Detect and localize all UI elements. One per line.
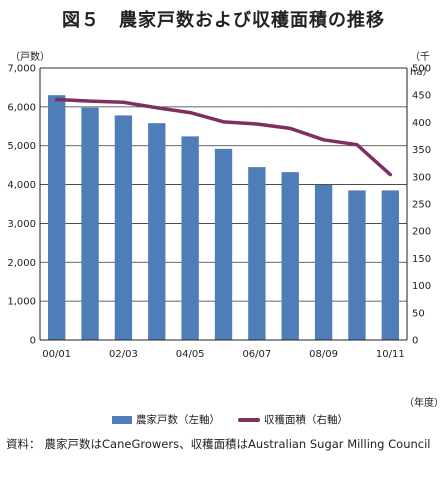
bar-00/01 [48, 95, 66, 340]
y-right-tick-label: 200 [412, 227, 431, 238]
right-axis-unit: （千ha） [410, 52, 433, 78]
x-tick-label: 10/11 [376, 349, 405, 360]
legend-swatch-bar [112, 415, 132, 424]
y-right-tick-label: 150 [412, 254, 431, 265]
y-left-tick-label: 6,000 [7, 102, 36, 113]
y-left-tick-label: 7,000 [7, 64, 36, 75]
bar-08/09 [314, 184, 333, 340]
y-left-tick-label: 4,000 [7, 180, 36, 191]
axes [39, 67, 408, 341]
bar-10/11 [381, 190, 399, 340]
y-left-tick-label: 3,000 [7, 219, 36, 230]
bar-06/07 [248, 167, 266, 340]
legend-item-line: 収穫面積（右軸） [238, 412, 348, 427]
chart-title: 図５ 農家戸数および収穫面積の推移 [62, 10, 385, 31]
bar-02/03 [114, 115, 133, 340]
legend-label-bar: 農家戸数（左軸） [136, 414, 220, 426]
y-right-tick-label: 350 [412, 145, 431, 156]
tick-labels: 0 1,000 2,000 3,000 4,000 5,000 6,000 7,000 0 50 1… [7, 64, 431, 361]
y-left-tick-label: 0 [30, 336, 36, 347]
bar-05/06 [214, 148, 233, 340]
bar-series [48, 95, 399, 341]
y-right-tick-label: 100 [412, 281, 431, 292]
y-left-tick-label: 2,000 [7, 258, 36, 269]
x-tick-label: 02/03 [109, 349, 138, 360]
bar-09/10 [348, 190, 366, 340]
source-text: 農家戸数はCaneGrowers、収穫面積はAustralian Sugar M… [44, 437, 431, 451]
bar-07/08 [281, 172, 299, 340]
line-series [54, 97, 393, 177]
source-note: 資料： 農家戸数はCaneGrowers、収穫面積はAustralian Sug… [6, 436, 442, 452]
y-right-tick-label: 500 [412, 64, 431, 75]
x-tick-label: 08/09 [309, 349, 338, 360]
x-tick-label: 00/01 [42, 349, 71, 360]
y-left-tick-label: 1,000 [7, 297, 36, 308]
y-right-tick-label: 300 [412, 172, 431, 183]
y-left-tick-label: 5,000 [7, 141, 36, 152]
y-right-tick-label: 400 [412, 118, 431, 129]
left-axis-unit: （戸数） [10, 52, 50, 63]
bar-04/05 [181, 136, 199, 340]
source-label: 資料： [6, 437, 41, 451]
x-axis-unit: （年度） [404, 398, 444, 409]
y-right-tick-label: 50 [412, 308, 425, 319]
y-right-tick-label: 0 [412, 336, 418, 347]
x-tick-label: 04/05 [176, 349, 205, 360]
x-tick-label: 06/07 [242, 349, 271, 360]
y-right-tick-label: 450 [412, 91, 431, 102]
legend-item-bar: 農家戸数（左軸） [112, 412, 220, 427]
bar-01/02 [81, 107, 99, 341]
legend-swatch-line [238, 417, 260, 422]
y-right-tick-label: 250 [412, 200, 431, 211]
bar-03/04 [148, 123, 166, 340]
legend-label-line: 収穫面積（右軸） [264, 414, 348, 426]
